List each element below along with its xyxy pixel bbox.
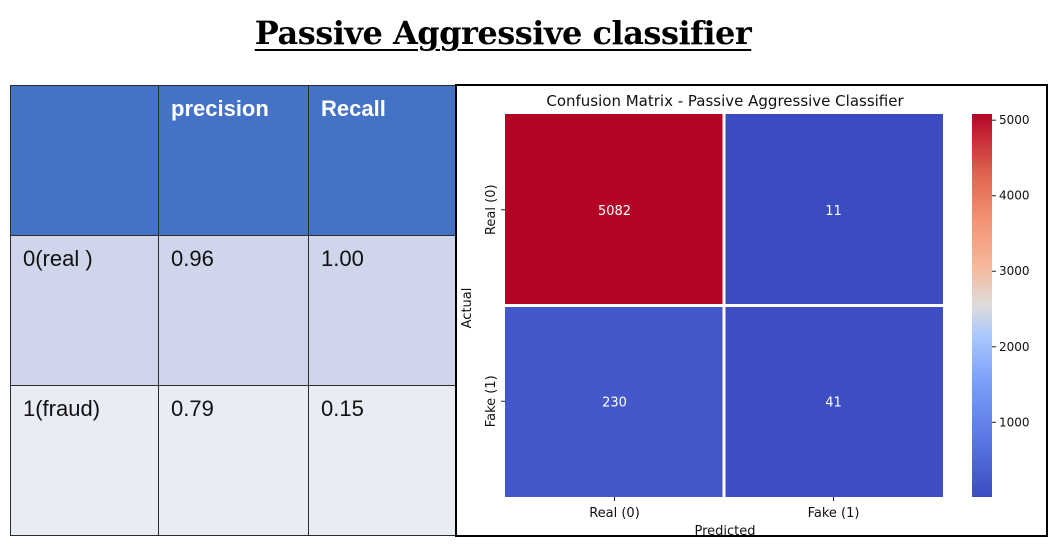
heatmap-cell-label: 230 [602,395,627,410]
confusion-matrix-chart: Confusion Matrix - Passive Aggressive Cl… [455,84,1048,537]
y-tick-label: Fake (1) [484,375,499,427]
slide-title: Passive Aggressive classifier [254,14,752,52]
heatmap-cell [505,307,723,497]
heatmap-cell-label: 11 [825,204,842,219]
x-tick-label: Real (0) [589,506,640,521]
metrics-table: precision Recall 0(real ) 0.96 1.00 1(fr… [10,85,619,536]
heatmap-cell-label: 5082 [598,204,631,219]
x-tick-label: Fake (1) [808,506,860,521]
y-tick-label: Real (0) [484,184,499,235]
colorbar-tick-label: 1000 [999,415,1030,429]
table-header-cell [10,85,159,236]
colorbar-tick-label: 3000 [999,264,1030,278]
y-axis-label: Actual [460,288,475,329]
confusion-matrix-svg: Confusion Matrix - Passive Aggressive Cl… [460,92,1030,535]
colorbar [972,114,992,497]
colorbar-tick-label: 5000 [999,113,1030,127]
heatmap-cell [725,114,943,304]
table-cell-class: 1(fraud) [10,385,159,536]
table-header-recall: Recall [308,85,459,236]
heatmap-cell [505,114,723,304]
table-cell-recall: 0.15 [308,385,459,536]
x-axis-label: Predicted [694,524,755,535]
heatmap-cell [725,307,943,497]
table-cell-precision: 0.79 [158,385,309,536]
heatmap-cell-label: 41 [825,395,842,410]
table-cell-recall: 1.00 [308,235,459,386]
colorbar-tick-label: 2000 [999,340,1030,354]
chart-title: Confusion Matrix - Passive Aggressive Cl… [546,92,904,110]
table-cell-precision: 0.96 [158,235,309,386]
table-header-precision: precision [158,85,309,236]
table-cell-class: 0(real ) [10,235,159,386]
colorbar-tick-label: 4000 [999,189,1030,203]
